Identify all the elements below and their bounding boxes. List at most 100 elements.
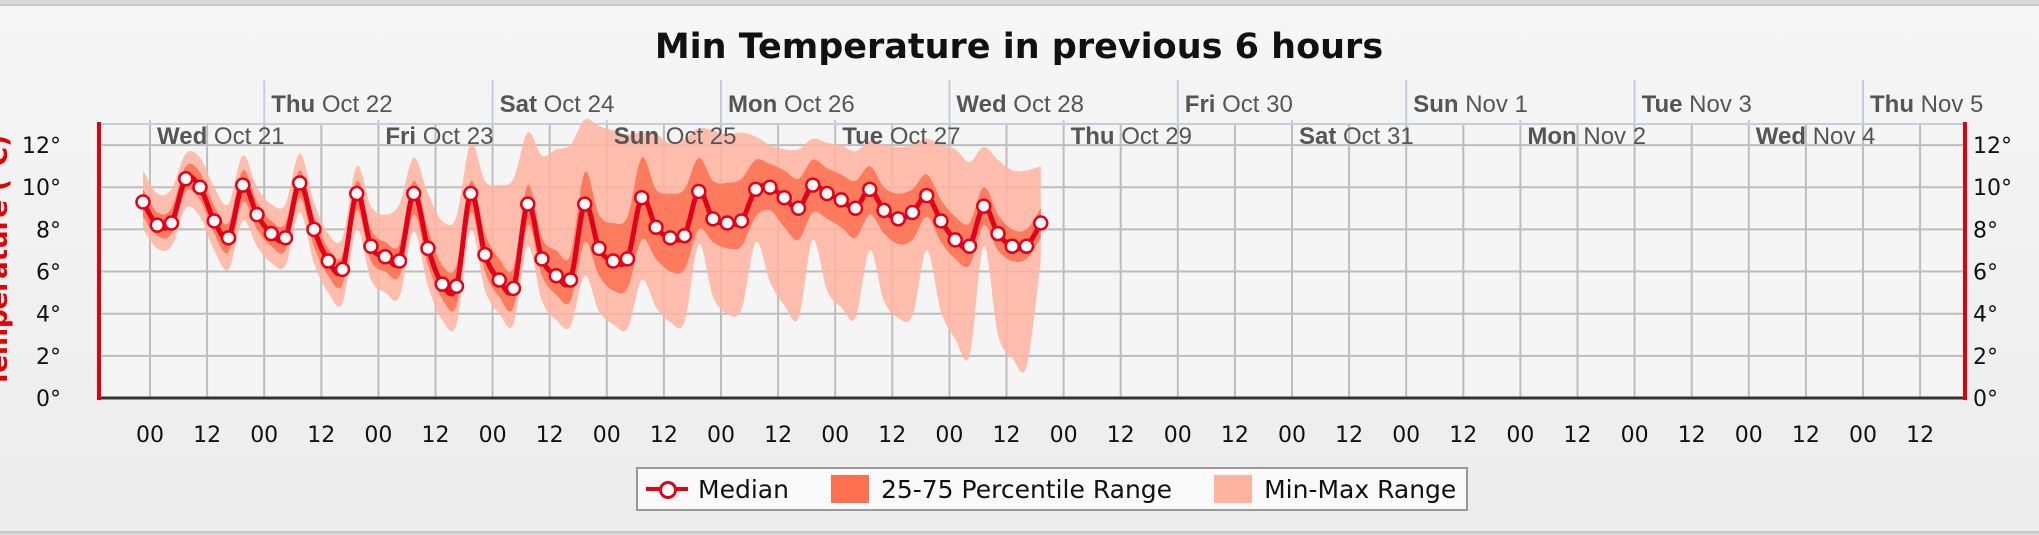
x-tick-label: 12 <box>1906 423 1934 448</box>
y-tick-label-left: 10° <box>22 176 61 201</box>
x-tick-label: 12 <box>307 423 335 448</box>
median-point <box>619 251 636 267</box>
minmax-swatch-icon <box>1214 475 1253 503</box>
iqr-swatch-icon <box>830 475 869 503</box>
y-tick-label-right: 6° <box>1973 261 1998 286</box>
median-point <box>548 268 564 284</box>
median-point <box>448 278 465 295</box>
day-label: Sun Oct 25 <box>614 123 737 150</box>
median-point <box>292 175 308 191</box>
x-tick-label: 12 <box>764 423 792 448</box>
median-point <box>178 171 194 187</box>
median-point <box>1004 238 1020 254</box>
day-label: Mon Oct 26 <box>728 91 855 118</box>
median-point <box>961 238 978 254</box>
legend-label-minmax: Min-Max Range <box>1264 474 1457 504</box>
legend-label-iqr: 25-75 Percentile Range <box>880 474 1173 504</box>
median-point <box>719 215 735 231</box>
median-point <box>320 253 336 269</box>
day-label: Tue Oct 27 <box>842 123 960 150</box>
x-tick-label: 00 <box>821 423 849 448</box>
y-tick-label-left: 4° <box>36 303 61 328</box>
median-point <box>634 190 650 206</box>
x-tick-label: 00 <box>935 423 963 448</box>
day-label: Thu Nov 5 <box>1870 91 1983 118</box>
median-point <box>420 240 436 257</box>
median-point <box>149 217 165 233</box>
day-label: Fri Oct 23 <box>385 123 493 150</box>
x-tick-label: 00 <box>1278 423 1306 448</box>
x-tick-label: 00 <box>1621 423 1649 448</box>
x-tick-label: 12 <box>1107 423 1135 448</box>
median-point <box>135 194 151 210</box>
median-point <box>705 211 721 227</box>
median-point <box>434 276 450 292</box>
day-label: Sat Oct 24 <box>500 91 615 118</box>
x-tick-label: 12 <box>1564 423 1592 448</box>
x-ticks: 00 12 00 12 00 12 00 12 00 12 00 12 00 12 00 12 00 12 00 12… <box>136 423 1934 448</box>
legend-label-median: Median <box>698 474 789 504</box>
legend-item-iqr[interactable]: 25-75 Percentile Range <box>830 474 1173 504</box>
median-point <box>947 232 963 248</box>
day-label: Fri Oct 30 <box>1185 91 1293 118</box>
day-label: Wed Nov 4 <box>1756 123 1876 150</box>
x-tick-label: 00 <box>1050 423 1078 448</box>
chart-title: Min Temperature in previous 6 hours <box>655 27 1383 67</box>
x-tick-label: 00 <box>707 423 735 448</box>
x-tick-label: 00 <box>364 423 392 448</box>
y-tick-label-right: 10° <box>1973 176 2012 201</box>
median-point <box>235 177 251 193</box>
median-point <box>520 196 536 212</box>
median-point <box>306 221 322 238</box>
median-series <box>135 171 1049 297</box>
median-point <box>819 185 835 202</box>
median-point <box>192 179 208 195</box>
median-point <box>691 183 707 200</box>
x-tick-label: 12 <box>193 423 221 448</box>
median-point <box>1033 215 1049 231</box>
x-tick-label: 12 <box>993 423 1021 448</box>
x-tick-label: 12 <box>1335 423 1363 448</box>
y-tick-label-right: 8° <box>1973 218 1998 243</box>
y-tick-label-left: 0° <box>36 387 61 412</box>
median-point <box>406 185 422 202</box>
day-label: Wed Oct 21 <box>157 123 285 150</box>
median-point <box>790 200 807 217</box>
day-label: Wed Oct 28 <box>956 91 1084 118</box>
median-point <box>363 238 379 254</box>
median-point <box>577 196 593 212</box>
median-point <box>591 240 607 257</box>
median-point <box>676 227 693 244</box>
median-point <box>648 219 664 236</box>
median-point <box>847 200 864 217</box>
legend: Median 25-75 Percentile Range Min-Max Ra… <box>636 467 1469 511</box>
median-point <box>762 179 778 195</box>
x-tick-label: 00 <box>136 423 164 448</box>
median-point <box>805 177 821 193</box>
median-point <box>933 213 949 229</box>
x-tick-label: 12 <box>1221 423 1249 448</box>
y-tick-label-right: 12° <box>1973 134 2012 159</box>
day-label: Tue Nov 3 <box>1642 91 1752 118</box>
x-tick-label: 12 <box>1449 423 1477 448</box>
y-ticks-right: 0° 2° 4° 6° 8° 10° 12° <box>1973 134 2012 412</box>
median-point <box>562 272 579 288</box>
day-label: Sat Oct 31 <box>1299 123 1414 150</box>
median-point <box>334 261 351 278</box>
median-point <box>862 181 878 198</box>
y-axis-label: Temperature (°C) <box>0 135 14 387</box>
y-tick-label-right: 2° <box>1973 345 1998 370</box>
y-tick-label-left: 2° <box>36 345 61 370</box>
median-point <box>833 192 849 208</box>
temperature-chart: Min Temperature in previous 6 hours Temp… <box>0 27 2012 448</box>
median-point <box>349 185 365 202</box>
x-tick-label: 00 <box>1506 423 1534 448</box>
legend-item-median[interactable]: Median <box>646 475 789 504</box>
median-line-swatch-icon <box>646 477 688 501</box>
y-tick-label-left: 8° <box>36 218 61 243</box>
median-point <box>976 198 992 214</box>
median-point <box>776 190 792 206</box>
x-tick-label: 12 <box>1792 423 1820 448</box>
legend-item-minmax[interactable]: Min-Max Range <box>1214 475 1456 504</box>
x-tick-label: 12 <box>536 423 564 448</box>
